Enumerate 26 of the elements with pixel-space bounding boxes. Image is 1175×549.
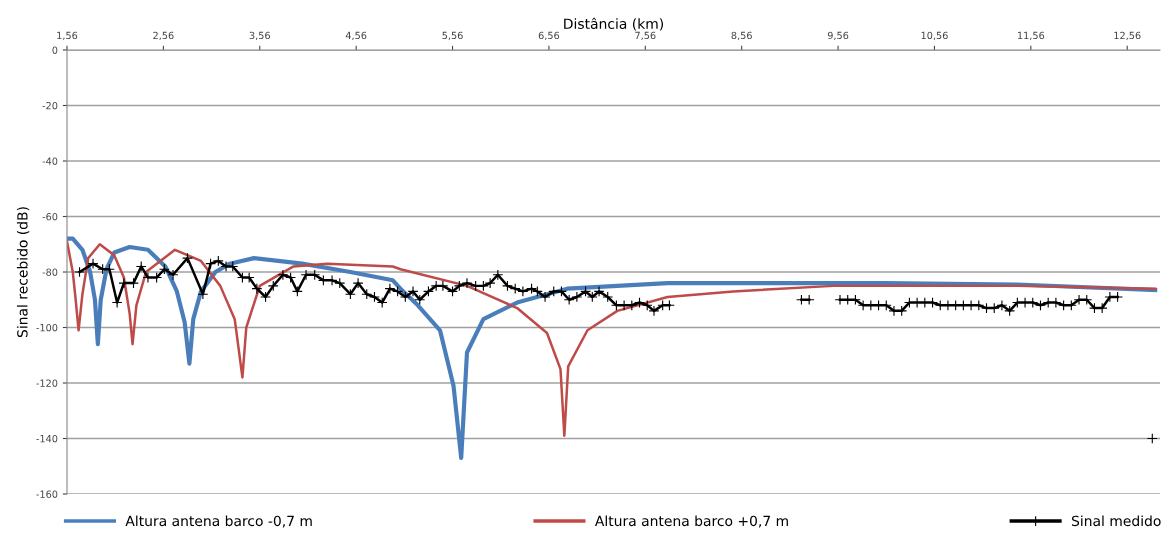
x-tick-label: 2,56 — [153, 31, 174, 41]
y-tick-label: -160 — [36, 490, 58, 498]
x-axis-title: Distância (km) — [564, 17, 663, 31]
y-tick-label: -40 — [42, 157, 58, 165]
x-tick-label: 8,56 — [731, 31, 752, 41]
x-tick-label: 12,56 — [1114, 31, 1141, 41]
legend-label: Sinal medido — [1071, 515, 1161, 527]
y-tick-label: -20 — [42, 101, 58, 110]
x-tick-label: 1,56 — [57, 31, 78, 41]
x-tick-label: 3,56 — [249, 31, 270, 41]
y-tick-label: 0 — [52, 46, 58, 54]
x-tick-label: 10,56 — [921, 31, 948, 41]
y-tick-label: -140 — [36, 434, 58, 443]
y-tick-label: -100 — [36, 323, 58, 332]
x-tick-label: 7,56 — [635, 31, 656, 41]
x-tick-label: 5,56 — [442, 31, 463, 41]
x-tick-label: 4,56 — [345, 31, 367, 41]
y-axis-title: Sinal recebido (dB) — [16, 207, 30, 338]
y-tick-label: -60 — [42, 212, 58, 221]
x-tick-label: 11,56 — [1018, 31, 1045, 41]
y-tick-label: -80 — [42, 268, 58, 276]
x-tick-label: 6,56 — [538, 31, 560, 41]
y-tick-label: -120 — [36, 379, 58, 387]
x-tick-label: 9,56 — [827, 31, 849, 41]
legend-label: Altura antena barco -0,7 m — [125, 515, 312, 528]
legend-label: Altura antena barco +0,7 m — [594, 515, 788, 528]
